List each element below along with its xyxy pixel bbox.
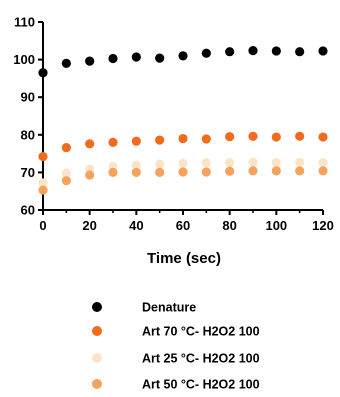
data-point: [155, 159, 165, 169]
y-tick-label: 90: [21, 90, 35, 105]
data-point: [225, 158, 235, 168]
x-axis-title: Time (sec): [147, 250, 221, 267]
data-point: [318, 132, 328, 142]
series-1: [38, 45, 328, 78]
data-point: [108, 137, 118, 147]
data-point: [295, 47, 305, 57]
y-tick-label: 60: [21, 203, 35, 218]
data-point: [271, 46, 281, 56]
data-point: [271, 166, 281, 176]
data-point: [178, 133, 188, 144]
data-point: [295, 166, 305, 176]
legend-label: Art 50 °C- H2O2 100: [142, 378, 260, 392]
data-point: [108, 167, 118, 177]
data-point: [38, 185, 48, 195]
data-point: [295, 157, 305, 167]
data-point: [201, 158, 211, 168]
data-point: [61, 176, 71, 186]
x-tick-label: 20: [82, 218, 96, 233]
legend-entry: Denature: [92, 301, 196, 315]
legend-label: Denature: [142, 301, 196, 315]
data-point: [131, 136, 141, 146]
data-point: [38, 178, 48, 188]
data-point: [248, 166, 258, 176]
data-point: [108, 53, 118, 64]
data-point: [225, 166, 235, 176]
x-tick-label: 120: [312, 218, 334, 233]
data-point: [85, 139, 95, 149]
y-tick-label: 70: [21, 165, 35, 180]
data-point: [131, 52, 141, 62]
data-point: [38, 152, 48, 162]
data-point: [225, 47, 235, 57]
data-point: [178, 51, 188, 61]
series-4: [38, 166, 328, 195]
data-point: [178, 158, 188, 168]
legend-entry: Art 50 °C- H2O2 100: [92, 378, 260, 392]
y-tick-label: 100: [13, 52, 35, 67]
y-tick-label: 110: [14, 15, 35, 30]
x-tick-label: 40: [129, 218, 143, 233]
data-point: [61, 168, 71, 178]
data-point: [155, 135, 165, 145]
data-point: [318, 46, 328, 56]
y-tick-label: 80: [21, 127, 35, 142]
legend-marker: [92, 326, 102, 336]
x-tick-label: 100: [265, 218, 287, 233]
data-point: [248, 131, 258, 141]
data-point: [201, 167, 211, 177]
legend-entry: Art 70 °C- H2O2 100: [92, 325, 260, 339]
legend-marker: [92, 379, 102, 389]
data-point: [225, 132, 235, 142]
legend-entry: Art 25 °C- H2O2 100: [92, 352, 260, 366]
x-tick-label: 60: [176, 218, 190, 233]
data-point: [318, 158, 328, 168]
x-tick-label: 80: [222, 218, 236, 233]
data-point: [131, 160, 141, 170]
data-point: [61, 142, 71, 153]
legend-label: Art 70 °C- H2O2 100: [142, 325, 260, 339]
data-point: [201, 48, 211, 58]
legend-label: Art 25 °C- H2O2 100: [142, 352, 260, 366]
data-point: [38, 68, 48, 78]
data-point: [85, 56, 95, 66]
ticks: 60 70 80 90 100 110 0 20 40 60 80 100 120: [13, 15, 334, 234]
data-point: [271, 158, 281, 168]
data-point: [155, 53, 165, 63]
legend: Denature Art 70 °C- H2O2 100 Art 25 °C- H2…: [92, 301, 260, 392]
series-2: [38, 131, 328, 162]
legend-marker: [92, 353, 102, 363]
data-point: [131, 167, 141, 177]
data-point: [248, 45, 258, 56]
data-points: [38, 45, 328, 195]
data-point: [85, 170, 95, 180]
data-point: [295, 131, 305, 141]
data-point: [271, 132, 281, 142]
data-point: [61, 58, 71, 68]
data-point: [178, 167, 188, 177]
data-point: [201, 134, 211, 144]
data-point: [155, 167, 165, 177]
series-3: [38, 157, 328, 188]
data-point: [318, 166, 328, 176]
legend-marker: [92, 302, 102, 312]
x-tick-label: 0: [39, 218, 46, 233]
data-point: [248, 157, 258, 167]
